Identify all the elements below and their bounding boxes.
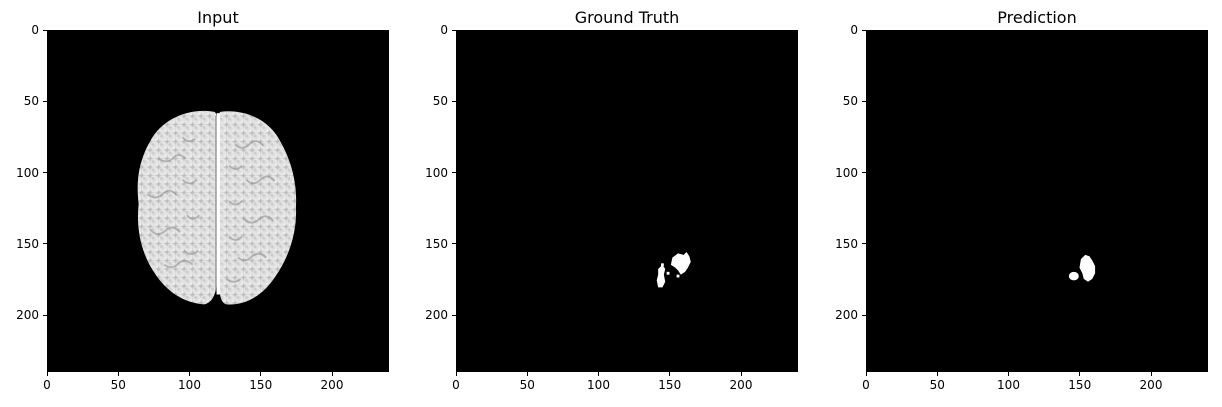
y-tick-mark-input-100	[43, 172, 47, 173]
ground-truth-mask	[656, 252, 691, 288]
ground-truth-regions	[656, 252, 691, 288]
x-tick-mark-input-50	[117, 372, 119, 376]
x-tick-label-prediction-50: 50	[929, 378, 945, 392]
x-tick-label-prediction-0: 0	[862, 378, 870, 392]
y-tick-label-prediction-200: 200	[835, 308, 858, 322]
x-tick-label-ground-truth-0: 0	[452, 378, 460, 392]
gt-region-large	[670, 252, 691, 275]
y-tick-label-ground-truth-100: 100	[425, 165, 448, 180]
x-tick-mark-input-0	[46, 372, 48, 376]
gt-region-small	[656, 264, 666, 288]
x-tick-mark-input-100	[189, 372, 190, 376]
x-tick-label-ground-truth-50: 50	[519, 378, 535, 392]
panel-title-prediction: Prediction	[997, 8, 1077, 27]
x-tick-mark-prediction-50	[936, 372, 938, 376]
y-tick-mark-input-150	[43, 243, 47, 245]
y-tick-mark-ground-truth-50	[452, 100, 456, 102]
y-tick-mark-input-50	[43, 100, 47, 102]
x-tick-mark-ground-truth-50	[526, 372, 528, 376]
prediction-mask	[1068, 254, 1096, 282]
x-tick-mark-ground-truth-100	[598, 372, 599, 376]
image-prediction	[866, 30, 1208, 372]
y-tick-label-input-150: 150	[16, 236, 39, 251]
y-tick-mark-input-200	[43, 314, 47, 316]
x-tick-label-prediction-100: 100	[997, 378, 1020, 392]
x-tick-mark-input-200	[331, 372, 333, 376]
image-ground-truth	[456, 30, 798, 372]
x-tick-label-input-50: 50	[110, 378, 126, 392]
x-tick-label-ground-truth-150: 150	[658, 378, 682, 392]
y-tick-label-prediction-100: 100	[835, 165, 858, 180]
y-tick-label-input-0: 0	[31, 23, 39, 37]
y-tick-mark-input-0	[43, 29, 47, 31]
y-tick-label-input-100: 100	[16, 165, 39, 180]
x-tick-label-prediction-200: 200	[1139, 378, 1163, 392]
y-tick-mark-prediction-100	[862, 172, 866, 173]
y-tick-label-ground-truth-150: 150	[425, 236, 448, 251]
y-tick-label-input-200: 200	[16, 308, 39, 322]
x-tick-label-input-150: 150	[249, 378, 273, 392]
midline-fissure	[216, 113, 221, 295]
y-tick-mark-ground-truth-100	[452, 172, 456, 173]
x-tick-mark-ground-truth-0	[455, 372, 457, 376]
x-tick-mark-ground-truth-200	[740, 372, 742, 376]
y-tick-label-ground-truth-50: 50	[432, 94, 448, 109]
x-tick-label-ground-truth-100: 100	[587, 378, 610, 392]
y-tick-mark-prediction-0	[862, 29, 866, 31]
pred-region-small	[1068, 271, 1079, 281]
y-tick-mark-ground-truth-0	[452, 29, 456, 31]
prediction-regions	[1068, 254, 1096, 282]
brain-left-hemisphere	[137, 110, 217, 305]
y-tick-label-prediction-150: 150	[835, 236, 858, 251]
panel-title-ground-truth: Ground Truth	[574, 8, 680, 27]
y-tick-mark-ground-truth-200	[452, 314, 456, 316]
y-tick-mark-prediction-150	[862, 243, 866, 245]
x-tick-label-ground-truth-200: 200	[729, 378, 753, 392]
x-tick-label-input-100: 100	[178, 378, 201, 392]
x-tick-mark-prediction-200	[1150, 372, 1152, 376]
image-input	[47, 30, 389, 372]
y-tick-mark-prediction-200	[862, 314, 866, 316]
y-tick-label-prediction-0: 0	[850, 23, 858, 37]
x-tick-mark-input-150	[260, 372, 262, 376]
brain-scan-image	[137, 110, 297, 305]
x-tick-mark-prediction-0	[865, 372, 867, 376]
panel-title-input: Input	[197, 8, 239, 27]
x-tick-label-input-200: 200	[320, 378, 344, 392]
x-tick-mark-prediction-150	[1079, 372, 1081, 376]
brain-right-hemisphere	[219, 111, 297, 305]
y-tick-label-ground-truth-200: 200	[425, 308, 448, 322]
x-tick-label-prediction-150: 150	[1068, 378, 1092, 392]
y-tick-mark-prediction-50	[862, 100, 866, 102]
y-tick-label-prediction-50: 50	[842, 94, 858, 109]
pred-region-large	[1079, 254, 1096, 282]
y-tick-label-input-50: 50	[23, 94, 39, 109]
y-tick-mark-ground-truth-150	[452, 243, 456, 245]
x-tick-mark-ground-truth-150	[669, 372, 671, 376]
y-tick-label-ground-truth-0: 0	[440, 23, 448, 37]
x-tick-label-input-0: 0	[43, 378, 51, 392]
x-tick-mark-prediction-100	[1008, 372, 1009, 376]
